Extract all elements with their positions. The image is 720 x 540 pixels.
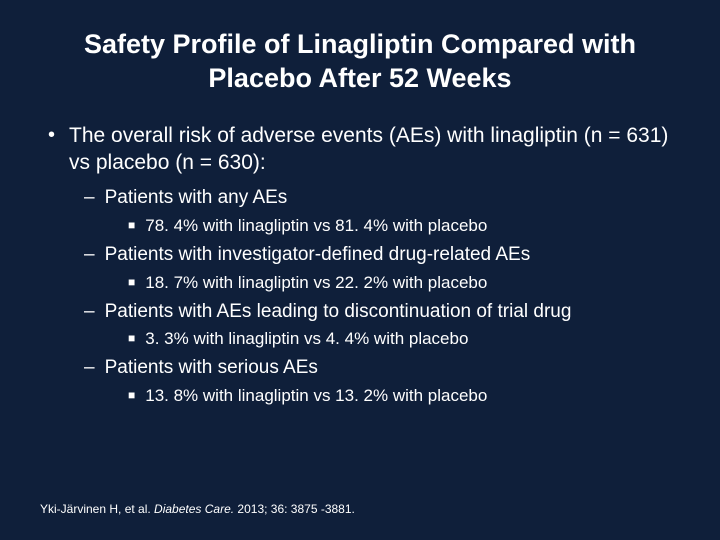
- bullet-level2: – Patients with any AEs: [40, 186, 680, 211]
- bullet-marker-dash: –: [84, 243, 95, 268]
- bullet-level2: – Patients with investigator-defined dru…: [40, 243, 680, 268]
- citation-prefix: Yki-Järvinen H, et al.: [40, 502, 154, 516]
- bullet-level1: • The overall risk of adverse events (AE…: [40, 122, 680, 177]
- bullet-level3-text: 3. 3% with linagliptin vs 4. 4% with pla…: [145, 328, 468, 350]
- citation: Yki-Järvinen H, et al. Diabetes Care. 20…: [40, 502, 355, 516]
- bullet-level2: – Patients with serious AEs: [40, 356, 680, 381]
- bullet-level3-text: 13. 8% with linagliptin vs 13. 2% with p…: [145, 385, 487, 407]
- bullet-marker-square: ■: [128, 385, 135, 407]
- bullet-level2-text: Patients with any AEs: [105, 186, 288, 211]
- bullet-marker-dash: –: [84, 356, 95, 381]
- citation-suffix: 2013; 36: 3875 -3881.: [234, 502, 355, 516]
- bullet-level2-text: Patients with serious AEs: [105, 356, 318, 381]
- bullet-marker-dash: –: [84, 300, 95, 325]
- bullet-level3-text: 18. 7% with linagliptin vs 22. 2% with p…: [145, 272, 487, 294]
- bullet-level2-text: Patients with AEs leading to discontinua…: [105, 300, 572, 325]
- bullet-level3-text: 78. 4% with linagliptin vs 81. 4% with p…: [145, 215, 487, 237]
- bullet-level3: ■ 13. 8% with linagliptin vs 13. 2% with…: [40, 385, 680, 407]
- bullet-level2-text: Patients with investigator-defined drug-…: [105, 243, 531, 268]
- bullet-level2: – Patients with AEs leading to discontin…: [40, 300, 680, 325]
- citation-journal: Diabetes Care.: [154, 502, 234, 516]
- slide-title: Safety Profile of Linagliptin Compared w…: [40, 28, 680, 96]
- bullet-marker-dash: –: [84, 186, 95, 211]
- bullet-marker-dot: •: [48, 122, 55, 177]
- bullet-level3: ■ 18. 7% with linagliptin vs 22. 2% with…: [40, 272, 680, 294]
- bullet-level3: ■ 78. 4% with linagliptin vs 81. 4% with…: [40, 215, 680, 237]
- bullet-marker-square: ■: [128, 328, 135, 350]
- bullet-marker-square: ■: [128, 272, 135, 294]
- bullet-level1-text: The overall risk of adverse events (AEs)…: [69, 122, 680, 177]
- bullet-level3: ■ 3. 3% with linagliptin vs 4. 4% with p…: [40, 328, 680, 350]
- bullet-marker-square: ■: [128, 215, 135, 237]
